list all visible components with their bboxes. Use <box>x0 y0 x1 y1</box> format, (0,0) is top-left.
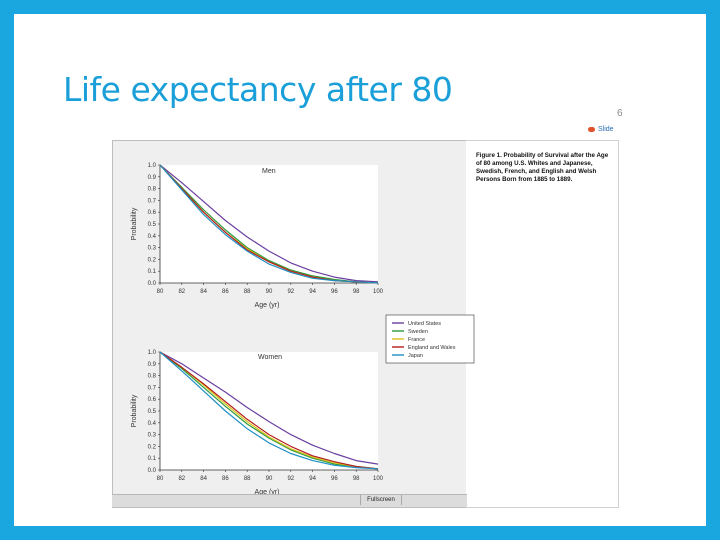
women-x-tick-label: 96 <box>331 476 338 482</box>
women-y-tick-label: 0.8 <box>148 374 157 380</box>
women-y-axis-label: Probability <box>131 394 138 427</box>
women-plot-area <box>160 352 378 470</box>
women-y-tick-label: 0.7 <box>148 385 157 391</box>
slide-link-label: Slide <box>598 126 614 133</box>
women-series-england-and-wales <box>159 351 379 470</box>
women-series-sweden <box>159 351 379 470</box>
women-x-tick-label: 86 <box>222 476 229 482</box>
men-plot-area <box>160 165 378 283</box>
legend-label: Japan <box>408 353 423 359</box>
women-x-tick-label: 82 <box>178 476 185 482</box>
legend-label: United States <box>408 321 441 327</box>
men-series-united-states <box>159 164 379 283</box>
women-x-tick-label: 90 <box>266 476 273 482</box>
figure-caption: Figure 1. Probability of Survival after … <box>476 152 609 184</box>
men-y-axis-label: Probability <box>131 207 138 240</box>
men-y-tick-label: 0.1 <box>148 269 157 275</box>
men-y-tick-label: 0.8 <box>148 187 157 193</box>
men-y-tick-label: 0.7 <box>148 198 157 204</box>
men-x-tick-label: 92 <box>287 289 294 295</box>
corner-mark: 6 <box>617 108 623 119</box>
women-x-tick-label: 100 <box>373 476 384 482</box>
men-x-tick-label: 80 <box>157 289 164 295</box>
legend-label: France <box>408 337 425 343</box>
women-series-japan <box>159 351 379 470</box>
women-series-united-states <box>159 351 379 465</box>
men-x-tick-label: 86 <box>222 289 229 295</box>
women-y-tick-label: 0.3 <box>148 433 157 439</box>
men-series-japan <box>159 164 379 284</box>
women-y-tick-label: 1.0 <box>148 350 157 356</box>
fullscreen-button[interactable]: Fullscreen <box>360 495 402 505</box>
panel-bottom-bar <box>112 494 467 507</box>
slide-icon <box>588 126 595 132</box>
men-x-tick-label: 84 <box>200 289 207 295</box>
men-x-axis-label: Age (yr) <box>255 302 280 309</box>
women-x-tick-label: 84 <box>200 476 207 482</box>
men-y-tick-label: 0.0 <box>148 281 157 287</box>
women-y-tick-label: 0.2 <box>148 444 157 450</box>
men-x-tick-label: 88 <box>244 289 251 295</box>
men-y-tick-label: 0.3 <box>148 246 157 252</box>
women-x-tick-label: 92 <box>287 476 294 482</box>
men-y-tick-label: 0.6 <box>148 210 157 216</box>
women-x-tick-label: 98 <box>353 476 360 482</box>
women-y-tick-label: 0.4 <box>148 421 157 427</box>
women-x-tick-label: 80 <box>157 476 164 482</box>
men-panel-title: Men <box>262 168 276 175</box>
men-y-tick-label: 0.4 <box>148 234 157 240</box>
women-x-tick-label: 94 <box>309 476 316 482</box>
legend-label: England and Wales <box>408 345 456 351</box>
women-y-tick-label: 0.0 <box>148 468 157 474</box>
women-y-tick-label: 0.5 <box>148 409 157 415</box>
men-x-tick-label: 90 <box>266 289 273 295</box>
women-x-axis-label: Age (yr) <box>255 489 280 496</box>
men-y-tick-label: 0.9 <box>148 175 157 181</box>
men-x-tick-label: 100 <box>373 289 384 295</box>
slide-title: Life expectancy after 80 <box>63 70 453 109</box>
men-x-tick-label: 82 <box>178 289 185 295</box>
caption-panel <box>466 140 619 508</box>
men-y-tick-label: 0.5 <box>148 222 157 228</box>
women-x-tick-label: 88 <box>244 476 251 482</box>
women-y-tick-label: 0.6 <box>148 397 157 403</box>
women-y-tick-label: 0.1 <box>148 456 157 462</box>
legend-label: Sweden <box>408 329 428 335</box>
women-y-tick-label: 0.9 <box>148 362 157 368</box>
men-x-tick-label: 98 <box>353 289 360 295</box>
men-x-tick-label: 96 <box>331 289 338 295</box>
men-series-sweden <box>159 164 379 284</box>
men-y-tick-label: 1.0 <box>148 163 157 169</box>
women-panel-title: Women <box>258 354 282 361</box>
slide-link[interactable]: Slide <box>588 126 614 133</box>
men-y-tick-label: 0.2 <box>148 257 157 263</box>
men-x-tick-label: 94 <box>309 289 316 295</box>
